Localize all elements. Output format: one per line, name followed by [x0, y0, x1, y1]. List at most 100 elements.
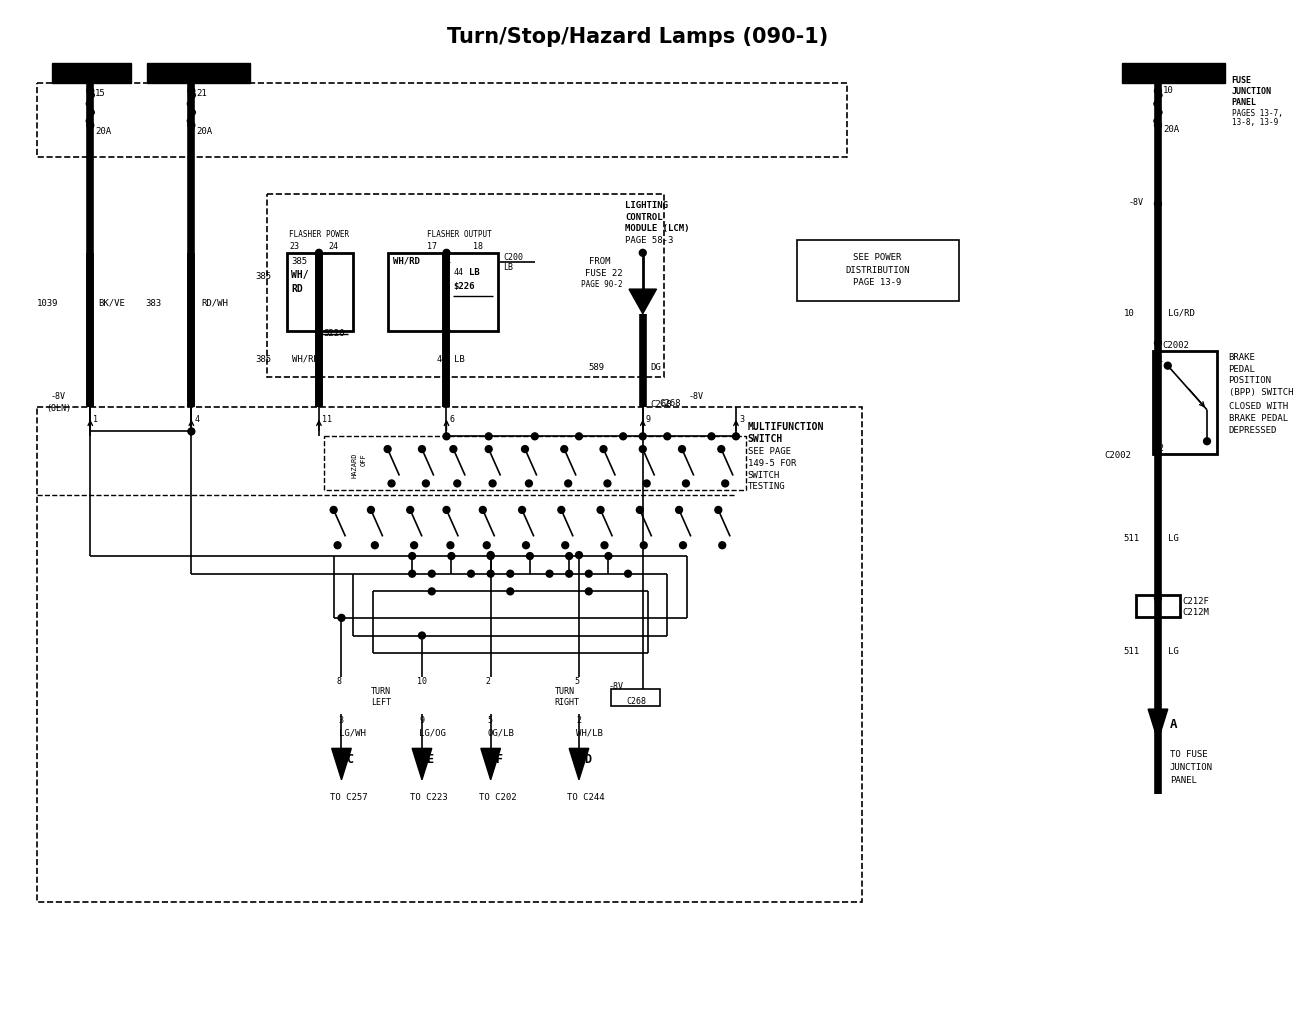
- Text: TO C202: TO C202: [478, 793, 516, 802]
- Text: HAZARD: HAZARD: [351, 453, 358, 478]
- Circle shape: [566, 553, 572, 559]
- Text: FUSE 22: FUSE 22: [585, 269, 623, 277]
- Text: FROM: FROM: [589, 257, 610, 266]
- Text: JUNCTION: JUNCTION: [1170, 763, 1213, 772]
- Text: SWITCH: SWITCH: [747, 471, 780, 479]
- Circle shape: [480, 507, 486, 514]
- Bar: [52, 64, 130, 83]
- Polygon shape: [332, 748, 351, 779]
- Text: LG/RD: LG/RD: [1167, 308, 1195, 317]
- Circle shape: [87, 121, 94, 128]
- Circle shape: [546, 570, 552, 577]
- Text: 20A: 20A: [95, 127, 112, 136]
- Circle shape: [411, 542, 417, 549]
- Bar: [286, 253, 354, 332]
- Text: 3: 3: [338, 716, 343, 725]
- Text: 10: 10: [417, 676, 428, 685]
- Text: BRAKE: BRAKE: [1228, 353, 1256, 362]
- Polygon shape: [629, 289, 656, 313]
- Text: -8V: -8V: [689, 392, 703, 401]
- Circle shape: [428, 588, 436, 594]
- Text: E: E: [426, 753, 434, 766]
- Text: HOT AT ALL TIMES: HOT AT ALL TIMES: [1136, 69, 1210, 78]
- Text: HOT AT ALL TIMES: HOT AT ALL TIMES: [161, 69, 235, 78]
- Text: S220: S220: [324, 330, 346, 339]
- Circle shape: [604, 480, 611, 487]
- Text: PEDAL: PEDAL: [1228, 365, 1256, 374]
- Circle shape: [576, 433, 582, 440]
- Circle shape: [485, 433, 493, 440]
- Text: 44: 44: [437, 355, 447, 364]
- Text: LG: LG: [1167, 647, 1179, 656]
- Text: SEE POWER: SEE POWER: [853, 253, 901, 262]
- Circle shape: [562, 542, 568, 549]
- Circle shape: [1165, 362, 1171, 369]
- Text: JUNCTION: JUNCTION: [1231, 87, 1271, 96]
- Text: A: A: [1170, 718, 1178, 731]
- Circle shape: [488, 552, 494, 558]
- Text: B: B: [646, 300, 653, 309]
- Text: RD/WH: RD/WH: [202, 299, 228, 308]
- Circle shape: [560, 446, 568, 453]
- Circle shape: [408, 553, 416, 559]
- Text: LB: LB: [469, 268, 480, 277]
- Circle shape: [385, 446, 391, 453]
- Text: 44: 44: [442, 257, 451, 266]
- Circle shape: [188, 121, 195, 128]
- Bar: [147, 64, 250, 83]
- Circle shape: [330, 507, 337, 514]
- Text: TURN: TURN: [554, 686, 575, 696]
- Circle shape: [488, 570, 494, 577]
- Text: DEPRESSED: DEPRESSED: [1228, 426, 1277, 435]
- Text: F: F: [495, 753, 503, 766]
- Circle shape: [368, 507, 374, 514]
- Text: 511: 511: [1123, 647, 1140, 656]
- Text: $226: $226: [454, 282, 474, 291]
- Text: 18: 18: [473, 242, 484, 251]
- Polygon shape: [412, 748, 432, 779]
- Circle shape: [188, 428, 195, 435]
- Text: 385: 385: [255, 272, 272, 281]
- Circle shape: [532, 433, 538, 440]
- Text: 10: 10: [1164, 86, 1174, 95]
- Bar: [38, 83, 846, 157]
- Text: 1: 1: [94, 415, 99, 424]
- Circle shape: [447, 542, 454, 549]
- Text: WH/RD: WH/RD: [393, 257, 420, 266]
- Bar: [1153, 351, 1217, 454]
- Text: (BPP) SWITCH: (BPP) SWITCH: [1228, 388, 1294, 397]
- Circle shape: [719, 542, 725, 549]
- Text: LG/OG: LG/OG: [419, 729, 446, 738]
- Circle shape: [507, 570, 514, 577]
- Text: TO C244: TO C244: [567, 793, 604, 802]
- Text: 1: 1: [1158, 355, 1164, 364]
- Text: 511: 511: [1123, 535, 1140, 544]
- Text: C268: C268: [625, 698, 646, 707]
- Bar: [324, 437, 746, 490]
- Text: LG/WH: LG/WH: [338, 729, 365, 738]
- Text: FLASHER OUTPUT: FLASHER OUTPUT: [426, 231, 491, 240]
- Circle shape: [484, 542, 490, 549]
- Text: 6: 6: [450, 415, 455, 424]
- Text: RD: RD: [291, 284, 303, 294]
- Text: FLASHER POWER: FLASHER POWER: [290, 231, 350, 240]
- Text: -8V: -8V: [51, 392, 66, 401]
- Circle shape: [1154, 340, 1161, 347]
- Text: OG/LB: OG/LB: [488, 729, 515, 738]
- Bar: [797, 240, 958, 301]
- Text: 149-5 FOR: 149-5 FOR: [747, 459, 796, 468]
- Text: BRAKE PEDAL: BRAKE PEDAL: [1228, 413, 1288, 423]
- Text: SWITCH: SWITCH: [747, 435, 783, 445]
- Circle shape: [523, 542, 529, 549]
- Circle shape: [566, 570, 572, 577]
- Text: BK/VE: BK/VE: [98, 299, 125, 308]
- Text: TESTING: TESTING: [747, 482, 785, 491]
- Circle shape: [640, 433, 646, 440]
- Circle shape: [443, 507, 450, 514]
- Text: PANEL: PANEL: [1170, 775, 1196, 785]
- Circle shape: [1154, 594, 1161, 602]
- Text: C: C: [346, 753, 354, 766]
- Text: 3: 3: [738, 415, 744, 424]
- Text: POSITION: POSITION: [1228, 376, 1271, 385]
- Text: PAGES 13-7,: PAGES 13-7,: [1231, 108, 1282, 117]
